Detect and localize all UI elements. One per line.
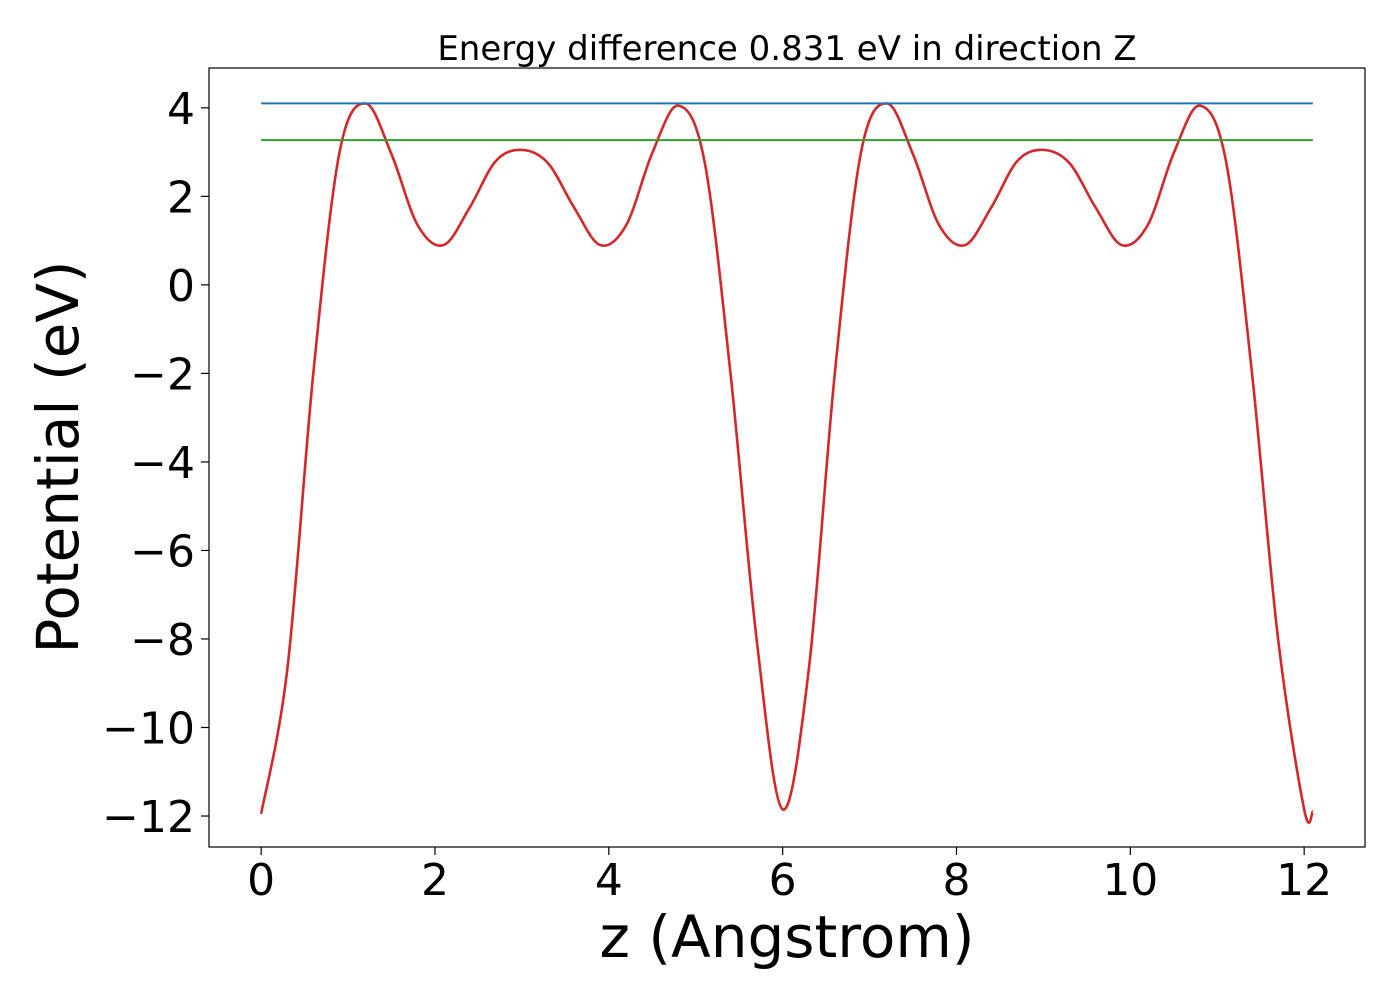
y-tick-label: −10	[102, 703, 195, 754]
series-layer	[259, 102, 1315, 824]
x-tick-label: 10	[1102, 855, 1158, 906]
y-tick-label: −6	[130, 526, 195, 577]
x-tick-label: 0	[247, 855, 275, 906]
y-axis-ticks: 4 2 0 −2 −4 −6 −8 −10 −12	[102, 84, 209, 843]
series-line-0	[259, 102, 1315, 824]
x-axis-label: z (Angstrom)	[600, 903, 975, 971]
x-tick-label: 4	[595, 855, 623, 906]
y-tick-label: 2	[167, 172, 195, 223]
y-axis-label: Potential (eV)	[24, 260, 92, 653]
x-tick-label: 2	[421, 855, 449, 906]
chart-title: Energy difference 0.831 eV in direction …	[437, 29, 1136, 69]
x-tick-label: 12	[1276, 855, 1332, 906]
x-tick-label: 6	[769, 855, 797, 906]
y-tick-label: −2	[130, 349, 195, 400]
x-tick-label: 8	[942, 855, 970, 906]
y-tick-label: 0	[167, 261, 195, 312]
y-tick-label: −8	[130, 615, 195, 666]
y-tick-label: −12	[102, 792, 195, 843]
y-tick-label: −4	[130, 438, 195, 489]
x-axis-ticks: 0 2 4 6 8 10 12	[247, 847, 1332, 906]
y-tick-label: 4	[167, 84, 195, 135]
plot-frame	[208, 67, 1366, 848]
